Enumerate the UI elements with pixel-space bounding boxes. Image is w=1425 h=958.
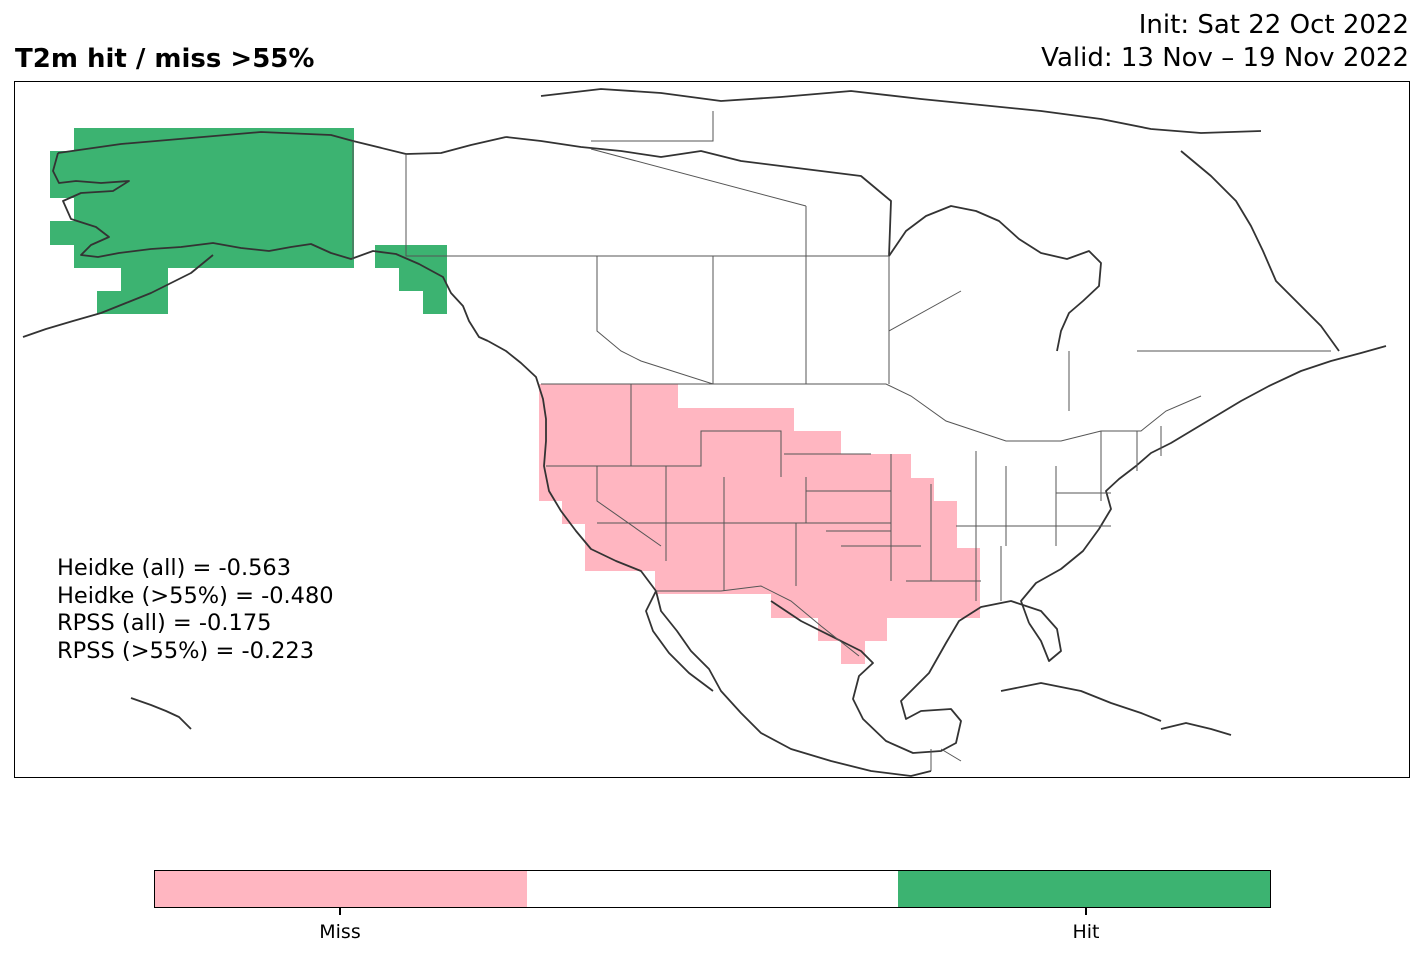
- map-panel: [14, 81, 1410, 778]
- colorbar: [154, 870, 1271, 908]
- border-canada-provinces: [405, 111, 1331, 411]
- colorbar-hit: [898, 871, 1271, 907]
- coast-aleutians: [22, 254, 214, 338]
- hit-area: [50, 128, 447, 314]
- coast-hawaii: [130, 697, 192, 730]
- colorbar-tick-miss: [339, 908, 341, 915]
- coast-baja: [645, 590, 714, 692]
- hit-area-panhandle: [375, 245, 447, 314]
- coast-gulf: [770, 600, 1062, 754]
- border-us-canada: [541, 383, 1202, 442]
- valid-period: Valid: 13 Nov – 19 Nov 2022: [1041, 43, 1409, 73]
- miss-area: [539, 384, 980, 664]
- coast-hudson-bay: [888, 205, 1102, 352]
- init-date: Init: Sat 22 Oct 2022: [1138, 10, 1409, 40]
- coast-arctic-mainland: [505, 136, 892, 257]
- heidke-55: Heidke (>55%) = -0.480: [57, 582, 334, 609]
- coast-arctic-islands: [540, 88, 1262, 134]
- border-mexico-states: [930, 748, 962, 771]
- hit-area-alaska: [50, 128, 354, 314]
- boundaries: [352, 111, 1331, 771]
- coast-alaska-west: [52, 152, 489, 342]
- colorbar-neutral: [526, 871, 899, 907]
- border-us-states: [546, 384, 1162, 601]
- colorbar-tick-hit: [1085, 908, 1087, 915]
- coast-atlantic: [1020, 345, 1387, 624]
- coast-hispaniola: [1160, 722, 1232, 736]
- border-us-mexico: [656, 585, 860, 657]
- miss-area-conus: [539, 384, 980, 664]
- colorbar-label-hit: Hit: [1072, 921, 1100, 943]
- rpss-all: RPSS (all) = -0.175: [57, 610, 272, 636]
- map-title: T2m hit / miss >55%: [15, 44, 315, 74]
- skill-scores: Heidke (all) = -0.563 Heidke (>55%) = -0…: [57, 555, 334, 665]
- coast-labrador: [1180, 150, 1340, 352]
- colorbar-miss: [155, 871, 527, 907]
- colorbar-label-miss: Miss: [319, 921, 361, 943]
- coast-pacific-west: [487, 340, 932, 777]
- heidke-all: Heidke (all) = -0.563: [57, 555, 292, 581]
- coast-cuba: [1000, 682, 1162, 722]
- map-canvas: [22, 88, 1387, 777]
- coast-alaska-north: [57, 131, 507, 155]
- rpss-55: RPSS (>55%) = -0.223: [57, 637, 315, 664]
- coastlines: [22, 88, 1387, 777]
